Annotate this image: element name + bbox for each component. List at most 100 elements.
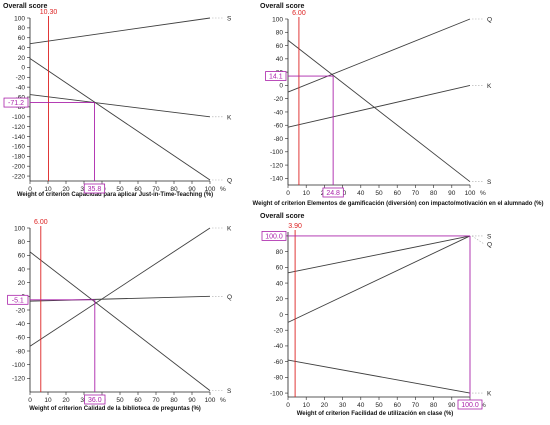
intersection-x-label: 36.0 — [88, 397, 102, 404]
intersection-y-value: 100.0 — [261, 231, 287, 241]
series-label-S: S — [487, 233, 492, 240]
x-tick-label: 50 — [375, 190, 383, 197]
y-tick-label: 20 — [276, 296, 284, 303]
y-tick-label: -120 — [12, 376, 25, 383]
series-label-K: K — [487, 391, 492, 398]
x-tick-label: 40 — [357, 190, 365, 197]
chart-panel-2: Overall score100806040200-20-40-60-80-10… — [253, 3, 544, 207]
y-tick-label: -140 — [270, 176, 283, 183]
y-tick-label: 40 — [276, 56, 284, 63]
series-label-S: S — [227, 388, 232, 395]
y-tick-label: -100 — [270, 390, 283, 397]
intersection-x-value: 35.8 — [83, 183, 106, 194]
y-tick-label: -40 — [16, 321, 26, 328]
y-tick-label: 40 — [18, 45, 26, 52]
series-label-S: S — [227, 16, 232, 23]
x-tick-label: 60 — [134, 186, 142, 193]
x-tick-label: 50 — [116, 186, 124, 193]
x-tick-label: 90 — [448, 190, 456, 197]
series-line-K — [287, 359, 471, 394]
y-tick-label: -60 — [274, 359, 284, 366]
y-tick-label: 100 — [14, 225, 25, 232]
x-tick-label: 0 — [286, 402, 290, 409]
y-tick-label: 80 — [18, 239, 26, 246]
x-tick-label: 0 — [28, 186, 32, 193]
x-tick-label: 90 — [448, 402, 456, 409]
y-tick-label: 0 — [279, 312, 283, 319]
series-line-K — [29, 227, 211, 347]
y-tick-label: 40 — [18, 266, 26, 273]
y-tick-label: -140 — [12, 134, 25, 141]
intersection-y-box — [7, 294, 29, 305]
y-tick-label: -100 — [12, 362, 25, 369]
y-tick-label: -160 — [12, 144, 25, 151]
intersection-x-value: 100.0 — [457, 399, 483, 410]
x-tick-label: 30 — [80, 397, 88, 404]
series-line-Q — [29, 58, 211, 181]
current-weight-label: 6.00 — [34, 219, 48, 226]
x-tick-label: 60 — [134, 397, 142, 404]
x-tick-label: 20 — [62, 186, 70, 193]
x-tick-label: 100 — [205, 186, 216, 193]
intersection-y-label: -71.2 — [8, 100, 24, 107]
current-weight-label: 3.90 — [288, 223, 302, 230]
y-tick-label: 80 — [276, 30, 284, 37]
y-tick-label: 20 — [18, 55, 26, 62]
intersection-x-label: 24.8 — [326, 190, 340, 197]
y-tick-label: -220 — [12, 173, 25, 180]
series-label-Q: Q — [487, 241, 492, 248]
series-label-S: S — [487, 179, 492, 186]
series-label-K: K — [227, 226, 232, 233]
x-tick-label: 70 — [152, 397, 160, 404]
x-tick-label: 90 — [188, 397, 196, 404]
x-tick-label: 60 — [394, 190, 402, 197]
x-unit-label: % — [220, 397, 226, 404]
chart-panel-1: Overall score100806040200-20-40-60-80-10… — [3, 3, 232, 198]
x-tick-label: 100 — [465, 190, 476, 197]
intersection-y-box — [261, 231, 287, 241]
series-line-Q — [29, 295, 211, 302]
x-tick-label: 40 — [357, 402, 365, 409]
y-tick-label: -100 — [270, 149, 283, 156]
chart-panel-3: 100806040200-20-40-60-80-100-12001020304… — [7, 219, 232, 412]
x-unit-label: % — [220, 186, 226, 193]
y-tick-label: -40 — [274, 343, 284, 350]
y-tick-label: 60 — [276, 43, 284, 50]
y-tick-label: 60 — [18, 253, 26, 260]
x-tick-label: 60 — [394, 402, 402, 409]
x-tick-label: 50 — [116, 397, 124, 404]
y-tick-label: 100 — [272, 16, 283, 23]
x-tick-label: 30 — [339, 402, 347, 409]
intersection-x-value: 24.8 — [322, 187, 344, 198]
x-tick-label: 0 — [28, 397, 32, 404]
intersection-y-value: -5.1 — [7, 294, 29, 305]
intersection-y-box — [265, 71, 287, 81]
x-tick-label: 80 — [430, 402, 438, 409]
intersection-y-value: 14.1 — [265, 71, 287, 81]
series-line-S — [287, 235, 471, 274]
x-tick-label: 50 — [375, 402, 383, 409]
series-label-leader — [471, 235, 485, 245]
x-tick-label: 70 — [152, 186, 160, 193]
intersection-y-label: 100.0 — [265, 233, 283, 240]
intersection-x-value: 36.0 — [84, 394, 106, 405]
intersection-x-box — [84, 394, 106, 405]
y-tick-label: -180 — [12, 154, 25, 161]
y-tick-label: -120 — [270, 162, 283, 169]
x-tick-label: 20 — [321, 402, 329, 409]
x-axis-label: Weight of criterion Calidad de la biblio… — [29, 406, 201, 412]
x-tick-label: 10 — [44, 186, 52, 193]
x-unit-label: % — [480, 402, 486, 409]
intersection-x-label: 35.8 — [88, 186, 102, 193]
series-label-Q: Q — [487, 17, 492, 24]
chart-panel-4: Overall score100806040200-20-40-60-80-10… — [260, 213, 492, 417]
x-tick-label: 90 — [188, 186, 196, 193]
intersection-x-box — [457, 399, 483, 410]
intersection-x-box — [83, 183, 106, 194]
x-tick-label: 70 — [412, 190, 420, 197]
y-tick-label: 80 — [18, 25, 26, 32]
intersection-x-box — [322, 187, 344, 198]
x-tick-label: 10 — [44, 397, 52, 404]
x-tick-label: 10 — [303, 190, 311, 197]
series-label-Q: Q — [227, 178, 232, 185]
